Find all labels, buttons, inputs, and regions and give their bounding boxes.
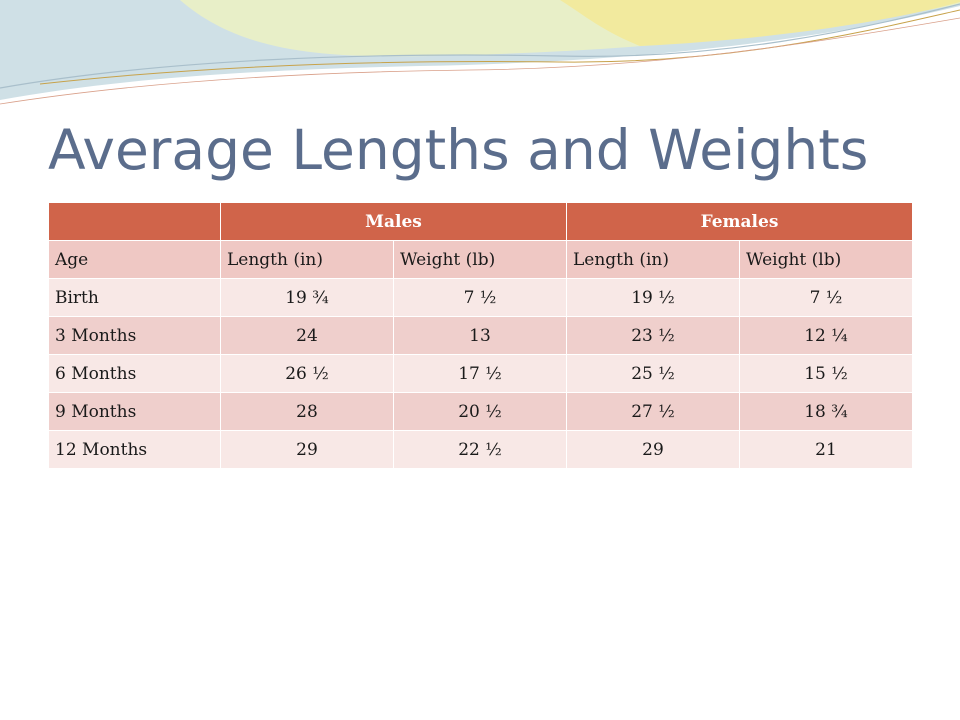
column-header-age: Age [48, 240, 221, 279]
female-weight-cell: 12 ¼ [739, 316, 913, 355]
table-row: 9 Months 28 20 ½ 27 ½ 18 ¾ [48, 392, 913, 431]
male-weight-cell: 22 ½ [393, 430, 567, 469]
decorative-wave-banner [0, 0, 960, 105]
table-row: 6 Months 26 ½ 17 ½ 25 ½ 15 ½ [48, 354, 913, 393]
group-header-males: Males [220, 202, 567, 241]
male-weight-cell: 13 [393, 316, 567, 355]
column-header-female-weight: Weight (lb) [739, 240, 913, 279]
female-length-cell: 27 ½ [566, 392, 740, 431]
age-cell: 3 Months [48, 316, 221, 355]
age-cell: 12 Months [48, 430, 221, 469]
female-length-cell: 19 ½ [566, 278, 740, 317]
female-length-cell: 23 ½ [566, 316, 740, 355]
male-length-cell: 19 ¾ [220, 278, 394, 317]
age-cell: 9 Months [48, 392, 221, 431]
female-weight-cell: 18 ¾ [739, 392, 913, 431]
male-length-cell: 29 [220, 430, 394, 469]
group-header-females: Females [566, 202, 913, 241]
slide-title: Average Lengths and Weights [48, 118, 869, 182]
male-weight-cell: 17 ½ [393, 354, 567, 393]
group-header-blank [48, 202, 221, 241]
female-weight-cell: 7 ½ [739, 278, 913, 317]
age-cell: 6 Months [48, 354, 221, 393]
table-row: 3 Months 24 13 23 ½ 12 ¼ [48, 316, 913, 355]
column-header-male-length: Length (in) [220, 240, 394, 279]
male-length-cell: 24 [220, 316, 394, 355]
female-length-cell: 29 [566, 430, 740, 469]
male-length-cell: 26 ½ [220, 354, 394, 393]
table-row: 12 Months 29 22 ½ 29 21 [48, 430, 913, 469]
group-header-row: Males Females [48, 202, 913, 241]
female-length-cell: 25 ½ [566, 354, 740, 393]
lengths-weights-table: Males Females Age Length (in) Weight (lb… [48, 202, 913, 469]
column-header-female-length: Length (in) [566, 240, 740, 279]
female-weight-cell: 21 [739, 430, 913, 469]
male-weight-cell: 7 ½ [393, 278, 567, 317]
male-length-cell: 28 [220, 392, 394, 431]
female-weight-cell: 15 ½ [739, 354, 913, 393]
male-weight-cell: 20 ½ [393, 392, 567, 431]
table-row: Birth 19 ¾ 7 ½ 19 ½ 7 ½ [48, 278, 913, 317]
age-cell: Birth [48, 278, 221, 317]
column-header-row: Age Length (in) Weight (lb) Length (in) … [48, 240, 913, 279]
column-header-male-weight: Weight (lb) [393, 240, 567, 279]
